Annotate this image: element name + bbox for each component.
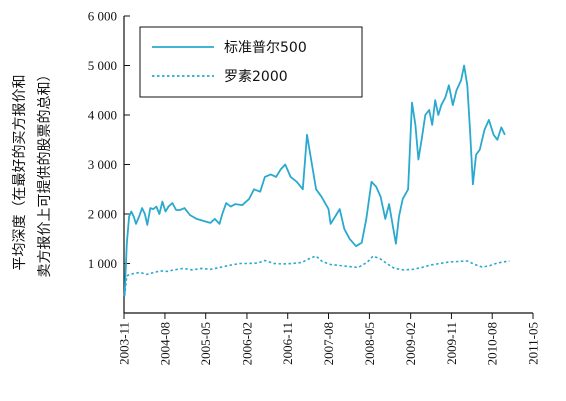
y-tick-label: 6 000 [88,9,117,24]
x-tick-label: 2010-08 [485,322,500,365]
y-tick-label: 2 000 [88,207,117,222]
legend: 标准普尔500 罗素2000 [139,26,363,98]
y-axis-label: 平均深度（在最好的买方报价和 卖方报价上可提供的股票的总和） [12,68,53,278]
series-line-russell2000 [123,255,510,296]
y-tick-label: 5 000 [88,58,117,73]
series-line-sp500 [123,64,506,296]
x-tick-label: 2004-08 [157,322,172,365]
y-axis-label-line: 卖方报价上可提供的股票的总和） [37,68,53,278]
y-tick-label: 4 000 [88,108,117,123]
series-layer [123,64,510,296]
y-tick-label: 1 000 [88,256,117,271]
x-tick-label: 2006-11 [280,322,295,365]
y-axis-label-line: 平均深度（在最好的买方报价和 [12,75,28,271]
x-tick-label: 2009-02 [403,322,418,365]
x-tick-label: 2008-05 [362,322,377,365]
x-tick-label: 2009-11 [444,322,459,365]
x-tick-label: 2007-08 [321,322,336,365]
legend-box [139,26,363,98]
x-axis-ticks: 2003-11 2004-08 2005-05 2006-02 2006-11 2007-… [117,313,541,365]
y-tick-label: 3 000 [88,157,117,172]
legend-label-russell2000: 罗素2000 [224,69,288,85]
y-axis-ticks: 1 000 2 000 3 000 4 000 5 000 6 000 [88,9,130,271]
x-tick-label: 2006-02 [239,322,254,365]
x-tick-label: 2011-05 [526,322,541,365]
x-tick-label: 2003-11 [117,322,132,365]
x-tick-label: 2005-05 [198,322,213,365]
legend-label-sp500: 标准普尔500 [224,40,307,56]
